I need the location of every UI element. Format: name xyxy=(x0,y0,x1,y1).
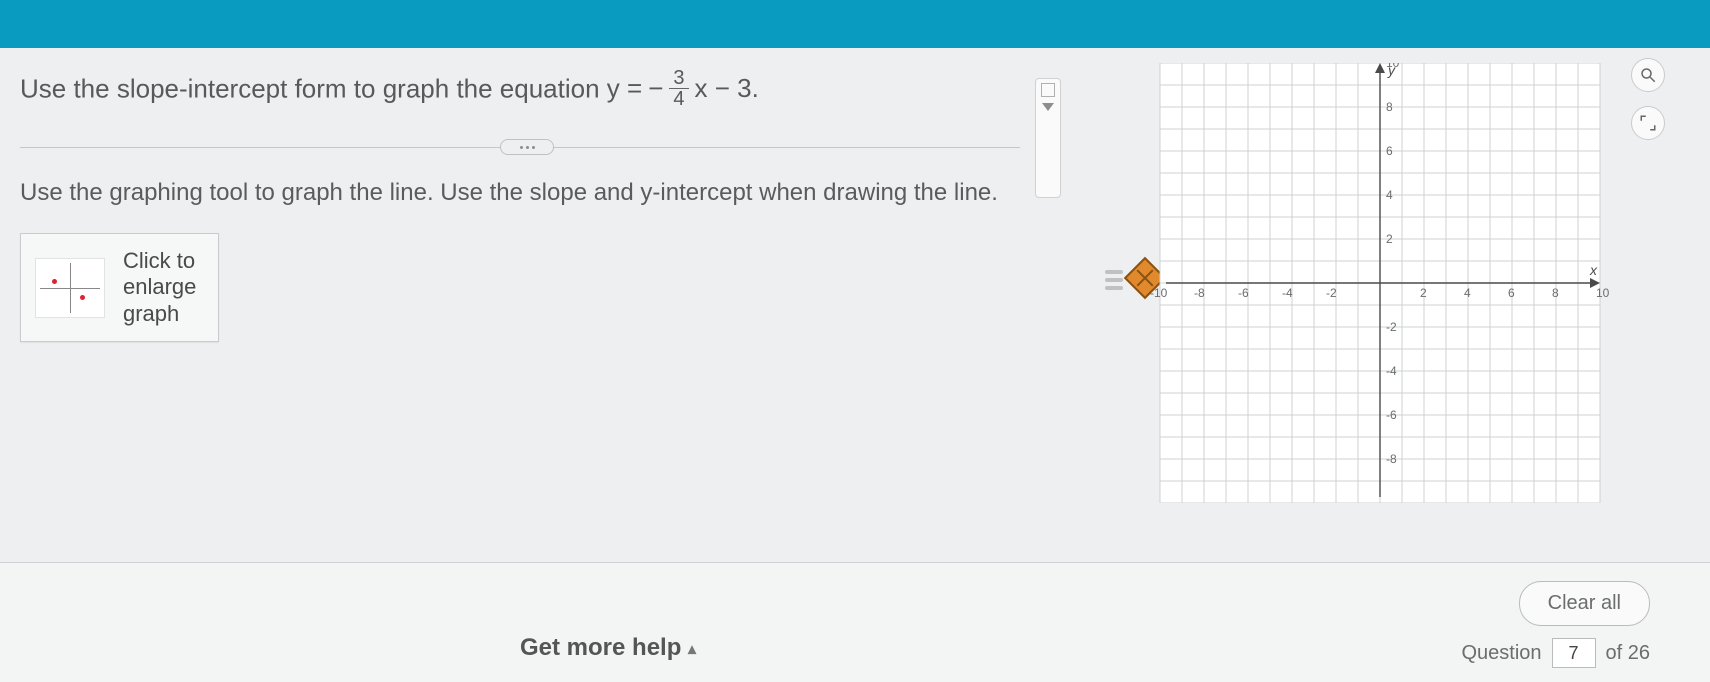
graph-area: -10-8-6-4-2246810-8-6-4-2246810 x y xyxy=(1060,58,1670,518)
question-word: Question xyxy=(1461,642,1541,665)
question-total: of 26 xyxy=(1606,642,1650,665)
svg-text:2: 2 xyxy=(1386,232,1393,246)
section-divider xyxy=(20,137,1020,157)
equation-neg: − xyxy=(648,70,663,106)
enlarge-graph-button[interactable]: Click to enlarge graph xyxy=(20,233,219,342)
svg-text:-4: -4 xyxy=(1386,364,1397,378)
fraction-numerator: 3 xyxy=(669,68,688,89)
panel-splitter-toolbar[interactable] xyxy=(1035,78,1061,198)
equation-rhs: x − 3. xyxy=(695,70,759,106)
question-number-input[interactable] xyxy=(1552,638,1596,668)
tool-icon xyxy=(1041,83,1055,97)
svg-text:-8: -8 xyxy=(1386,452,1397,466)
svg-text:-6: -6 xyxy=(1386,408,1397,422)
y-axis-label: y xyxy=(1387,63,1396,78)
expand-icon xyxy=(1639,114,1657,132)
svg-text:2: 2 xyxy=(1420,286,1427,300)
svg-text:10: 10 xyxy=(1596,286,1610,300)
get-more-help-link[interactable]: Get more help xyxy=(520,634,696,662)
prompt-prefix: Use the slope-intercept form to graph th… xyxy=(20,73,607,103)
fullscreen-button[interactable] xyxy=(1631,106,1665,140)
magnifier-icon xyxy=(1639,66,1657,84)
zoom-in-button[interactable] xyxy=(1631,58,1665,92)
enlarge-label-line: graph xyxy=(123,301,196,327)
mini-point-icon xyxy=(80,295,85,300)
question-counter: Question of 26 xyxy=(1461,638,1650,668)
enlarge-label-line: Click to xyxy=(123,248,196,274)
page: Use the slope-intercept form to graph th… xyxy=(0,48,1710,682)
mini-point-icon xyxy=(52,279,57,284)
footer-bar: Get more help Clear all Question of 26 xyxy=(0,562,1710,682)
svg-text:-10: -10 xyxy=(1150,286,1168,300)
svg-text:4: 4 xyxy=(1386,188,1393,202)
chevron-down-icon xyxy=(1042,103,1054,111)
clear-all-button[interactable]: Clear all xyxy=(1519,581,1650,626)
svg-text:-6: -6 xyxy=(1238,286,1249,300)
equation-fraction: 3 4 xyxy=(669,68,688,109)
enlarge-label-line: enlarge xyxy=(123,274,196,300)
equation: y = − 3 4 x − 3. xyxy=(607,68,759,109)
fraction-denominator: 4 xyxy=(669,89,688,109)
coordinate-graph[interactable]: -10-8-6-4-2246810-8-6-4-2246810 x y xyxy=(1150,63,1610,503)
graph-svg[interactable]: -10-8-6-4-2246810-8-6-4-2246810 x y xyxy=(1150,63,1610,503)
svg-text:6: 6 xyxy=(1386,144,1393,158)
help-label: Get more help xyxy=(520,634,681,661)
graph-zoom-toolbar xyxy=(1626,58,1670,140)
clear-label: Clear all xyxy=(1548,592,1621,614)
svg-text:6: 6 xyxy=(1508,286,1515,300)
graph-drag-handle[interactable] xyxy=(1100,258,1128,302)
x-axis-label: x xyxy=(1589,262,1598,278)
svg-text:4: 4 xyxy=(1464,286,1471,300)
app-top-bar xyxy=(0,0,1710,48)
svg-text:-8: -8 xyxy=(1194,286,1205,300)
question-prompt: Use the slope-intercept form to graph th… xyxy=(20,68,1020,109)
svg-text:-4: -4 xyxy=(1282,286,1293,300)
svg-text:8: 8 xyxy=(1386,100,1393,114)
equation-lhs: y = xyxy=(607,70,642,106)
divider-toggle[interactable] xyxy=(500,139,554,155)
svg-text:8: 8 xyxy=(1552,286,1559,300)
question-panel: Use the slope-intercept form to graph th… xyxy=(20,68,1020,342)
svg-text:-2: -2 xyxy=(1386,320,1397,334)
instruction-text: Use the graphing tool to graph the line.… xyxy=(20,179,1020,207)
mini-graph-icon xyxy=(35,258,105,318)
enlarge-label: Click to enlarge graph xyxy=(123,248,196,327)
svg-text:-2: -2 xyxy=(1326,286,1337,300)
